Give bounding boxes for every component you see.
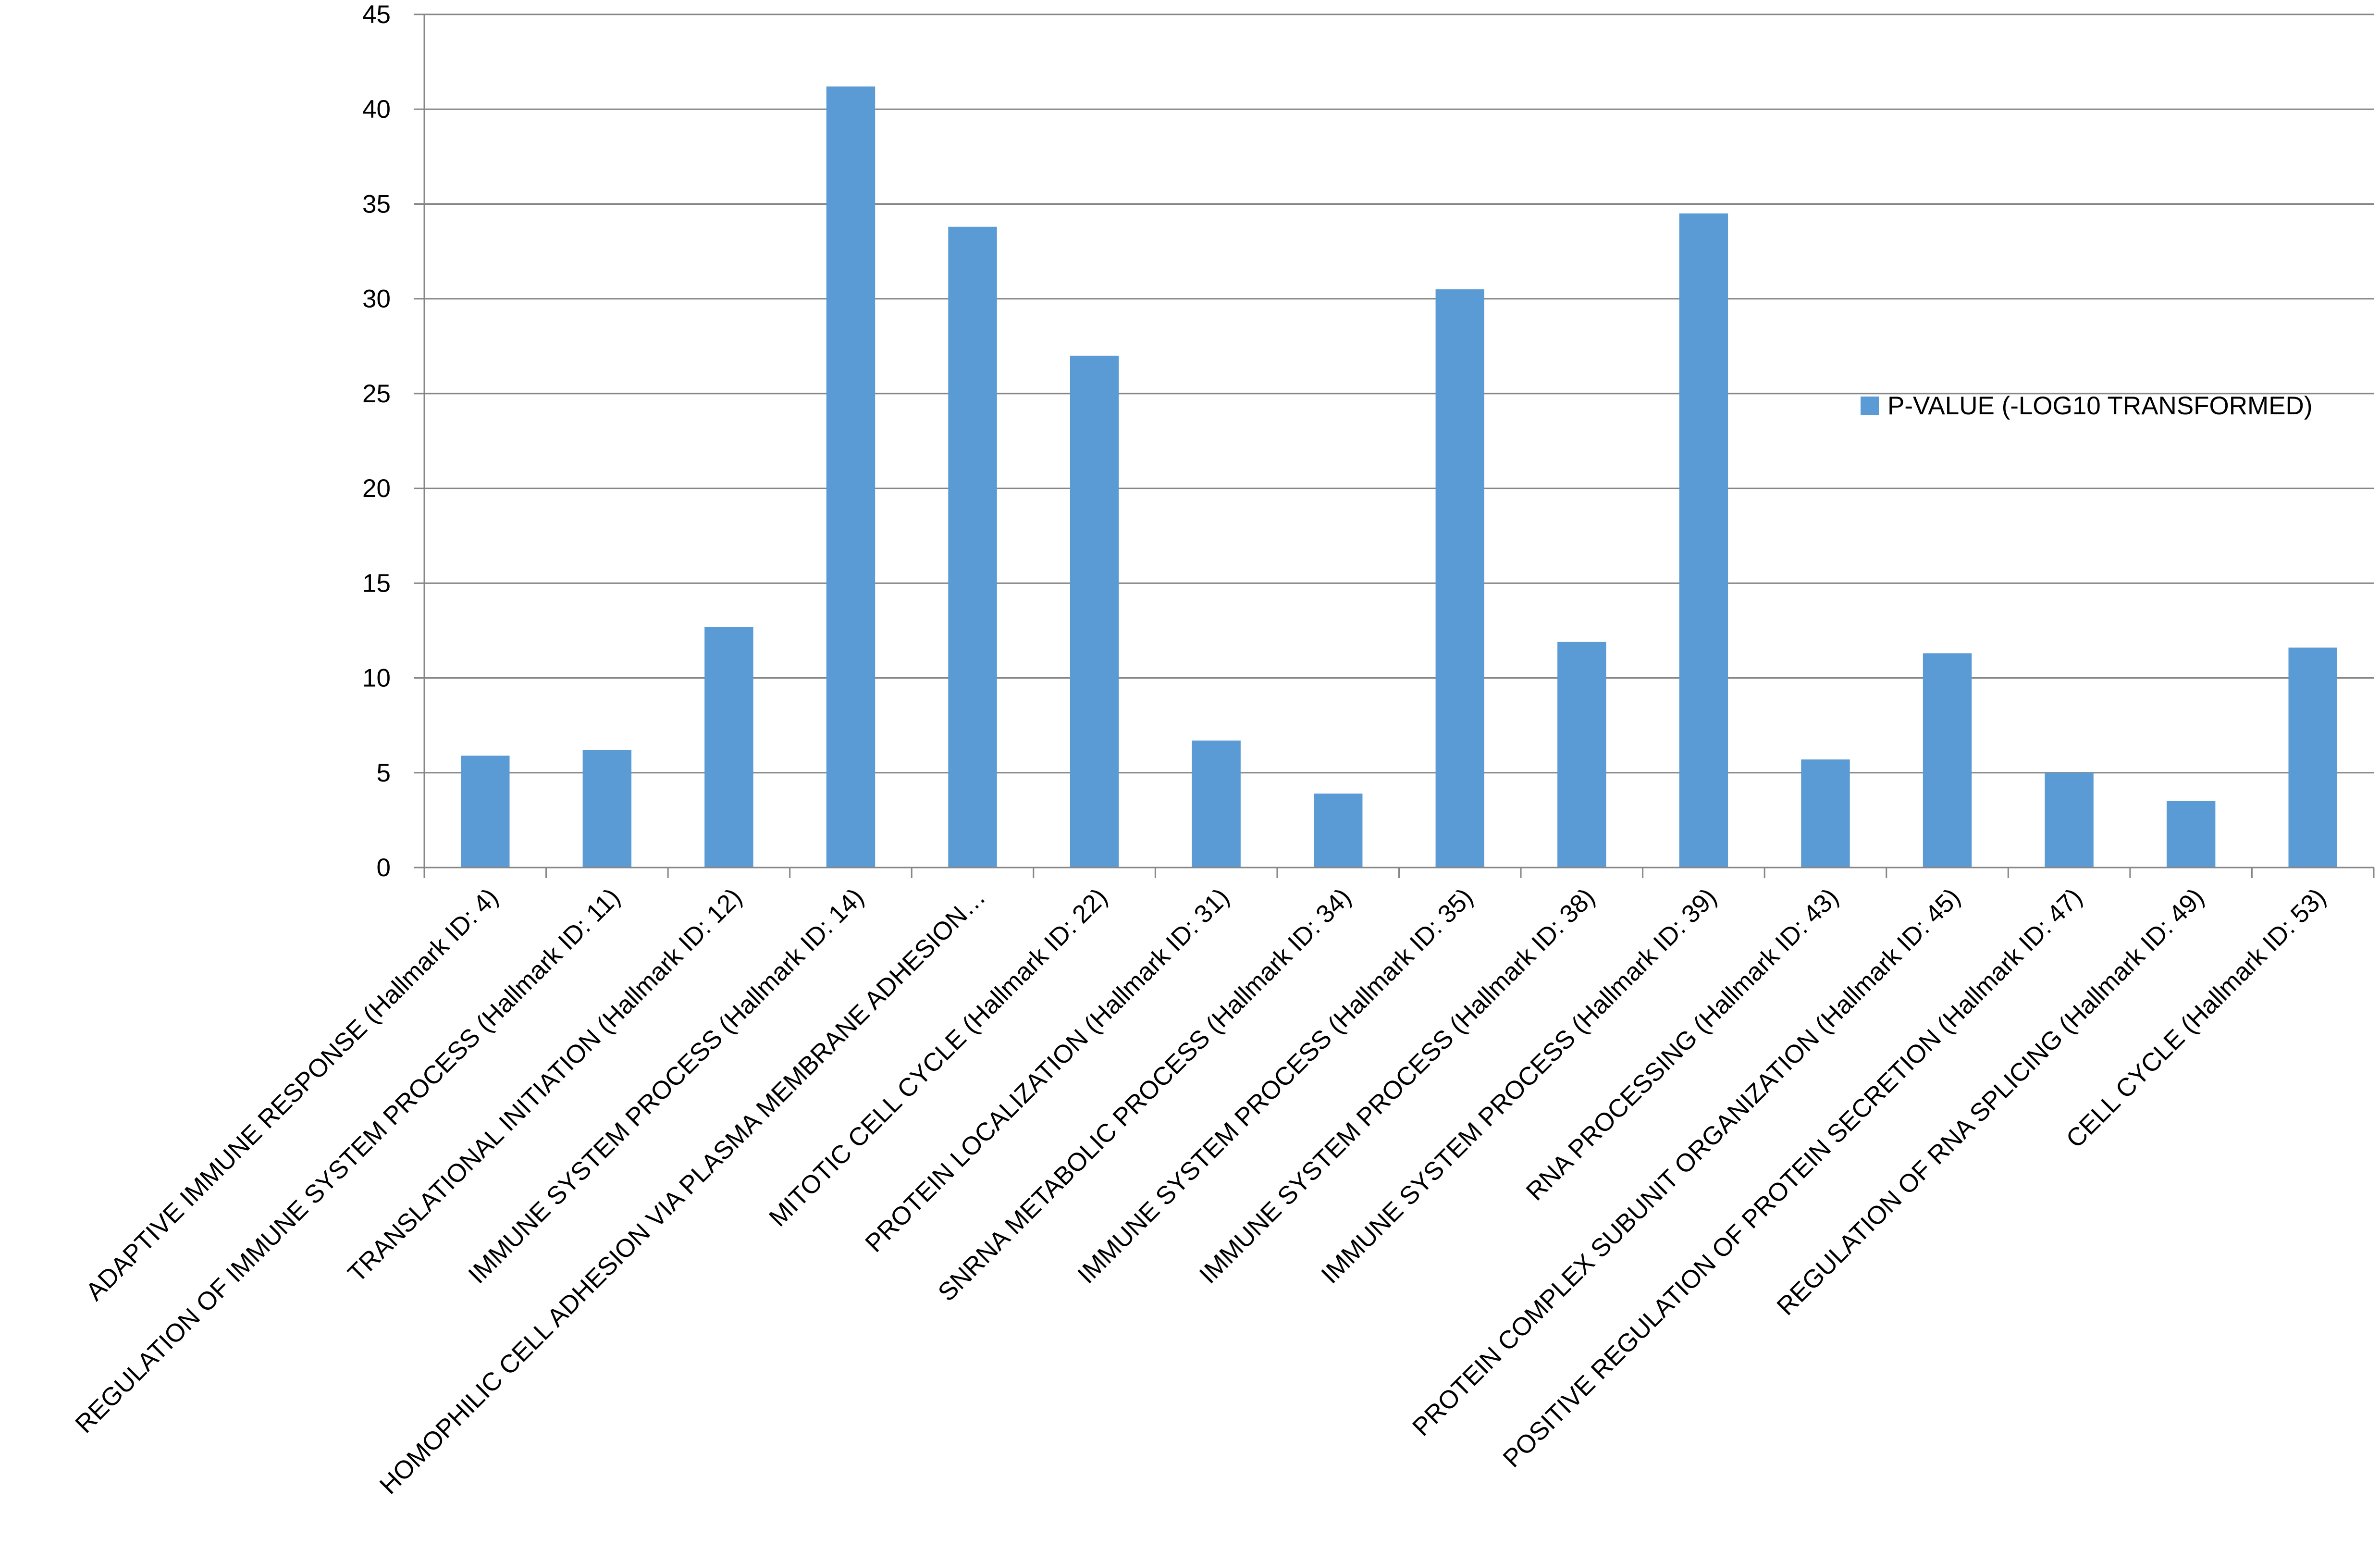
legend: P-VALUE (-LOG10 TRANSFORMED): [1861, 392, 2312, 420]
y-tick-label: 45: [362, 0, 391, 29]
bar: [1557, 642, 1606, 868]
x-category-label: REGULATION OF RNA SPLICING (Hallmark ID:…: [1772, 883, 2209, 1321]
bar: [1435, 289, 1484, 868]
x-category-label: PROTEIN COMPLEX SUBUNIT ORGANIZATION (Ha…: [1407, 883, 1966, 1442]
bar: [948, 226, 997, 868]
bars: [461, 86, 2337, 868]
bar: [1679, 213, 1728, 868]
bar: [1923, 653, 1972, 868]
y-tick-label: 15: [362, 569, 391, 597]
y-tick-label: 20: [362, 474, 391, 503]
y-tick-label: 35: [362, 190, 391, 218]
bar: [2166, 801, 2216, 868]
x-category-label: REGULATION OF IMMUNE SYSTEM PROCESS (Hal…: [70, 883, 625, 1439]
bar: [1314, 794, 1363, 868]
bar: [1801, 759, 1850, 868]
x-axis-category-labels: ADAPTIVE IMMUNE RESPONSE (Hallmark ID: 4…: [70, 883, 2331, 1500]
y-tick-label: 40: [362, 95, 391, 124]
y-tick-label: 0: [377, 854, 391, 882]
x-category-label: POSITIVE REGULATION OF PROTEIN SECRETION…: [1498, 883, 2088, 1473]
bar: [582, 750, 632, 868]
bar: [1070, 356, 1119, 868]
bar: [826, 86, 876, 868]
y-tick-label: 30: [362, 285, 391, 313]
y-tick-label: 5: [377, 759, 391, 787]
bar: [1192, 740, 1241, 868]
x-category-label: ADAPTIVE IMMUNE RESPONSE (Hallmark ID: 4…: [80, 883, 504, 1306]
bar: [2045, 772, 2094, 868]
legend-label: P-VALUE (-LOG10 TRANSFORMED): [1887, 392, 2312, 420]
y-axis-tick-labels: 0 5 10 15 20 25 30 35 40 45: [362, 0, 391, 882]
x-category-label: SNRNA METABOLIC PROCESS (Hallmark ID: 34…: [933, 883, 1356, 1307]
x-category-label: CELL CYCLE (Hallmark ID: 53): [2061, 883, 2331, 1154]
bar: [704, 627, 753, 868]
y-tick-label: 25: [362, 380, 391, 408]
y-tick-label: 10: [362, 664, 391, 693]
axes: [414, 13, 2375, 878]
bar: [461, 756, 510, 868]
bar: [2288, 647, 2337, 868]
x-category-label: HOMOPHILIC CELL ADHESION VIA PLASMA MEMB…: [374, 883, 991, 1500]
legend-swatch: [1861, 397, 1879, 415]
